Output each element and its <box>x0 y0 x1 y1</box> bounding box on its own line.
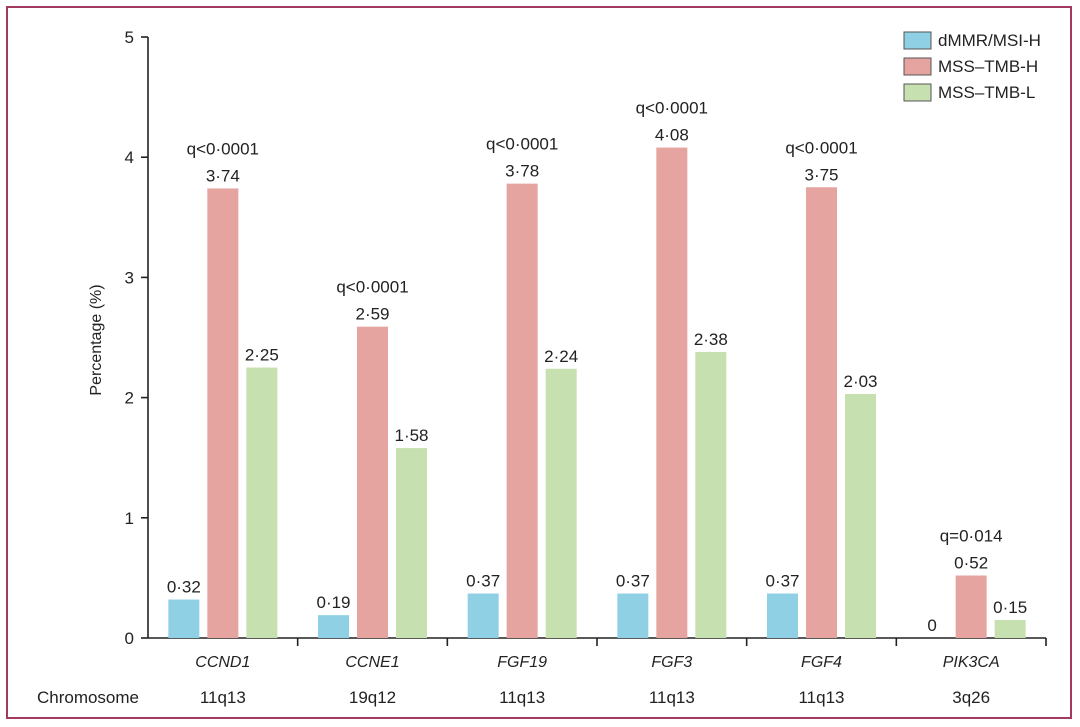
chromosome-label: 11q13 <box>798 688 844 707</box>
bar <box>994 619 1026 638</box>
legend-swatch <box>903 83 932 102</box>
y-tick-label: 0 <box>125 629 134 648</box>
value-label: 0·37 <box>466 572 500 591</box>
q-value-label: q<0·0001 <box>486 135 558 154</box>
bar <box>806 187 837 638</box>
q-value-label: q<0·0001 <box>636 99 708 118</box>
value-label: 2·25 <box>245 346 279 365</box>
bar <box>545 368 577 638</box>
bar <box>357 326 388 638</box>
x-axis-labels: CCND1 11q13 CCNE1 19q12 FGF19 11q13 FGF3 11q13 F… <box>37 654 1000 707</box>
bar <box>955 575 987 638</box>
bar <box>617 593 649 638</box>
bar <box>396 448 427 638</box>
bar <box>168 599 200 638</box>
bar <box>318 615 349 638</box>
value-label: 0 <box>927 616 936 635</box>
q-value-label: q<0·0001 <box>187 139 259 158</box>
bar <box>767 593 798 638</box>
y-tick-label: 3 <box>125 268 134 287</box>
value-label: 0·37 <box>616 572 650 591</box>
bar <box>246 367 278 638</box>
bar <box>207 188 239 638</box>
value-label: 1·58 <box>394 426 428 445</box>
value-label: 2·24 <box>544 347 578 366</box>
legend-swatch <box>903 57 932 76</box>
bar <box>695 351 727 638</box>
y-tick-label: 2 <box>125 389 134 408</box>
chromosome-label: 11q13 <box>499 688 545 707</box>
q-value-label: q=0·014 <box>940 526 1003 545</box>
chromosome-label: 11q13 <box>200 688 246 707</box>
bars <box>168 147 1026 639</box>
bar <box>506 183 538 639</box>
value-label: 3·78 <box>505 162 539 181</box>
value-label: 3·75 <box>804 165 838 184</box>
category-label: CCNE1 <box>345 654 399 671</box>
y-tick-label: 5 <box>125 28 134 47</box>
q-value-label: q<0·0001 <box>336 278 408 297</box>
data-labels: 0·32 3·74 2·25 q<0·0001 0·19 2·59 1·58 q<0·0001… <box>167 99 1027 635</box>
legend-label: dMMR/MSI-H <box>938 31 1041 50</box>
value-label: 3·74 <box>206 166 240 185</box>
value-label: 0·15 <box>993 598 1027 617</box>
chromosome-label: 11q13 <box>649 688 695 707</box>
legend-label: MSS–TMB-H <box>938 57 1038 76</box>
y-tick-label: 1 <box>125 509 134 528</box>
legend-label: MSS–TMB-L <box>938 83 1035 102</box>
y-axis-title: Percentage (%) <box>88 284 105 395</box>
value-label: 4·08 <box>655 126 689 145</box>
y-tick-label: 4 <box>125 148 134 167</box>
value-label: 2·03 <box>843 372 877 391</box>
value-label: 0·19 <box>316 593 350 612</box>
q-value-label: q<0·0001 <box>785 138 857 157</box>
bar <box>656 147 688 639</box>
category-label: CCND1 <box>195 654 250 671</box>
bar <box>845 393 876 638</box>
category-label: PIK3CA <box>943 654 1000 671</box>
value-label: 0·37 <box>765 572 799 591</box>
chromosome-label: 19q12 <box>349 688 396 707</box>
chromosome-row-title: Chromosome <box>37 688 139 707</box>
value-label: 0·52 <box>954 553 988 572</box>
chromosome-label: 3q26 <box>952 688 990 707</box>
category-label: FGF4 <box>801 654 842 671</box>
value-label: 2·38 <box>694 330 728 349</box>
legend-swatch <box>903 31 932 50</box>
value-label: 2·59 <box>355 305 389 324</box>
legend: dMMR/MSI-H MSS–TMB-H MSS–TMB-L <box>903 31 1041 102</box>
category-label: FGF19 <box>497 654 547 671</box>
axes: 0 1 2 3 4 5 <box>125 28 1047 648</box>
value-label: 0·32 <box>167 578 201 597</box>
bar <box>467 593 499 638</box>
category-label: FGF3 <box>651 654 692 671</box>
